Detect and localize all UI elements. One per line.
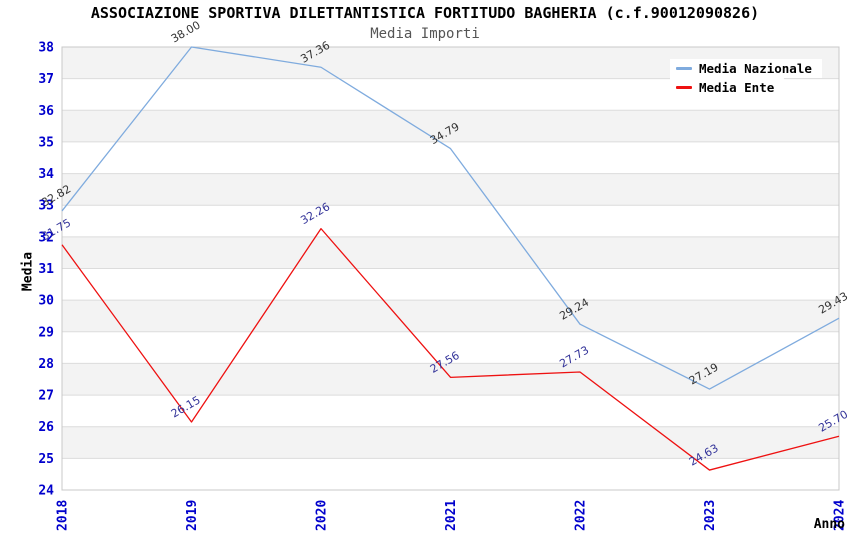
svg-text:32: 32 [38, 230, 54, 245]
svg-text:2019: 2019 [185, 500, 200, 531]
red-line-swatch-icon [676, 86, 692, 89]
chart-subtitle: Media Importi [370, 26, 480, 42]
svg-text:35: 35 [38, 135, 54, 150]
svg-text:24: 24 [38, 484, 54, 499]
chart-title: ASSOCIAZIONE SPORTIVA DILETTANTISTICA FO… [90, 4, 760, 22]
legend-item-media-nazionale: Media Nazionale [670, 59, 822, 78]
svg-text:26: 26 [38, 420, 54, 435]
svg-text:37: 37 [38, 72, 54, 87]
svg-text:36: 36 [38, 104, 54, 119]
svg-text:30: 30 [38, 294, 54, 309]
svg-text:33: 33 [38, 199, 54, 214]
legend-label-media-ente: Media Ente [699, 80, 775, 95]
svg-text:29: 29 [38, 325, 54, 340]
svg-text:2024: 2024 [833, 500, 848, 531]
x-axis-title: Anno [813, 517, 845, 532]
legend: Media Nazionale Media Ente [670, 59, 822, 97]
legend-item-media-ente: Media Ente [670, 78, 785, 97]
blue-line-swatch-icon [676, 67, 692, 70]
svg-text:2021: 2021 [444, 500, 459, 531]
svg-text:38.00: 38.00 [169, 18, 203, 45]
svg-text:38: 38 [38, 41, 54, 56]
svg-text:28: 28 [38, 357, 54, 372]
svg-text:2018: 2018 [56, 500, 71, 531]
legend-label-media-nazionale: Media Nazionale [699, 61, 812, 76]
svg-text:2022: 2022 [574, 500, 589, 531]
svg-text:2023: 2023 [703, 500, 718, 531]
svg-text:34: 34 [38, 167, 54, 182]
svg-text:27: 27 [38, 389, 54, 404]
svg-text:25: 25 [38, 452, 54, 467]
svg-text:31: 31 [38, 262, 54, 277]
y-axis-title: Media [20, 251, 36, 292]
svg-text:2020: 2020 [315, 500, 330, 531]
